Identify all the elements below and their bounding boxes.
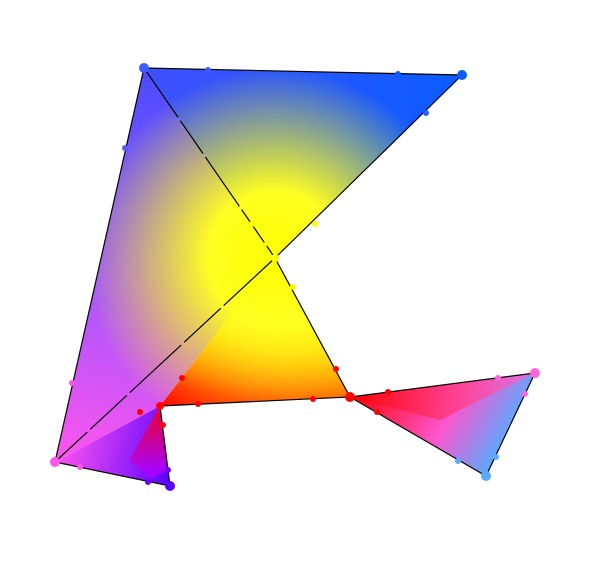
handle-point[interactable] [205, 67, 211, 73]
vertex-point[interactable] [165, 481, 175, 491]
handle-point[interactable] [493, 454, 499, 460]
inner-edge-2 [54, 257, 276, 463]
vertex-point[interactable] [271, 254, 279, 262]
control-points [50, 63, 540, 491]
handle-point[interactable] [69, 380, 75, 386]
handle-point[interactable] [310, 396, 316, 402]
handle-point[interactable] [374, 409, 380, 415]
handle-point[interactable] [145, 479, 151, 485]
vertex-point[interactable] [481, 471, 491, 481]
right-wing-top-fill [350, 373, 535, 420]
handle-point[interactable] [333, 366, 339, 372]
handle-point[interactable] [385, 389, 391, 395]
handle-point[interactable] [195, 401, 201, 407]
wing-outline [349, 372, 537, 477]
handle-point[interactable] [165, 467, 171, 473]
handle-point[interactable] [77, 464, 83, 470]
handle-point[interactable] [522, 391, 528, 397]
vertex-point[interactable] [457, 70, 467, 80]
handle-point[interactable] [495, 375, 501, 381]
handle-point[interactable] [290, 284, 296, 290]
handle-point[interactable] [137, 409, 143, 415]
handle-point[interactable] [249, 221, 255, 227]
vertex-point[interactable] [50, 457, 60, 467]
handle-point[interactable] [179, 375, 185, 381]
right-wing [350, 373, 535, 476]
vertex-point[interactable] [156, 402, 164, 410]
main-outline [54, 67, 464, 487]
vertex-point[interactable] [345, 392, 355, 402]
outlines [54, 67, 537, 487]
handle-point[interactable] [160, 422, 166, 428]
handle-point[interactable] [122, 145, 128, 151]
vertex-point[interactable] [139, 63, 149, 73]
handle-point[interactable] [455, 458, 461, 464]
handle-point[interactable] [395, 71, 401, 77]
handle-point[interactable] [248, 286, 254, 292]
handle-point[interactable] [423, 110, 429, 116]
vertex-point[interactable] [530, 368, 540, 378]
handle-point[interactable] [312, 221, 318, 227]
